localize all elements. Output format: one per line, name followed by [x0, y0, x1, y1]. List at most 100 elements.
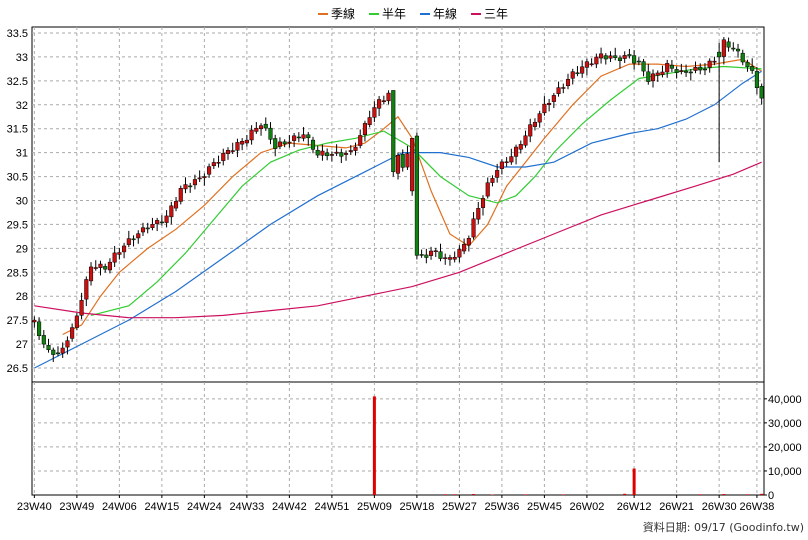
candle-body: [575, 72, 580, 75]
candle-body: [499, 161, 504, 169]
candle-body: [594, 56, 599, 65]
candle-body: [405, 153, 410, 168]
candle-body: [665, 63, 670, 73]
candle-body: [353, 146, 358, 151]
candle-body: [381, 100, 386, 103]
price-tick-label: 31: [16, 148, 28, 160]
x-tick-label: 24W51: [314, 501, 349, 513]
candle-body: [537, 113, 542, 123]
volume-axis-ticks: 0 10,000 20,000 30,000 40,000: [764, 394, 802, 502]
x-tick-label: 26W02: [569, 501, 604, 513]
candle-body: [627, 54, 632, 57]
candle-body: [750, 66, 755, 71]
volume-grid: [32, 382, 764, 495]
candle-body: [377, 99, 382, 109]
candle-body: [358, 135, 363, 146]
candle-body: [471, 218, 476, 238]
candle-body: [268, 127, 273, 140]
candle-body: [457, 249, 462, 258]
candle-body: [551, 95, 556, 102]
candle-body: [721, 39, 726, 57]
candle-body: [636, 60, 641, 63]
x-tick-label: 24W33: [229, 501, 264, 513]
candle-body: [603, 55, 608, 60]
volume-tick-label: 0: [768, 490, 774, 502]
candle-body: [395, 154, 401, 174]
volume-tick-label: 40,000: [768, 394, 802, 406]
candle-body: [192, 179, 197, 186]
candle-body: [254, 127, 259, 132]
candle-body: [400, 153, 405, 168]
volume-bar: [372, 396, 376, 495]
candle-body: [542, 103, 547, 114]
candle-body: [641, 61, 646, 72]
candle-body: [433, 250, 438, 252]
candle-body: [320, 150, 325, 156]
candle-body: [462, 243, 467, 252]
candle-body: [136, 233, 141, 239]
volume-tick-label: 20,000: [768, 442, 802, 454]
candle-body: [532, 121, 538, 127]
candle-body: [131, 238, 136, 241]
candle-body: [570, 71, 575, 79]
price-tick-label: 29.5: [7, 219, 28, 231]
x-axis-labels: 23W40 23W49 24W06 24W15 24W24 24W33 24W42 24W51…: [17, 495, 774, 513]
x-tick-label: 26W30: [702, 501, 737, 513]
candle-body: [632, 55, 637, 64]
candle-body: [731, 47, 736, 50]
price-tick-label: 30.5: [7, 172, 28, 184]
x-tick-label: 24W42: [272, 501, 307, 513]
candle-body: [159, 221, 164, 224]
x-tick-label: 26W12: [617, 501, 652, 513]
candle-body: [702, 68, 708, 71]
price-tick-label: 26.5: [7, 363, 28, 375]
candle-body: [391, 90, 396, 173]
candle-body: [528, 124, 533, 137]
price-tick-label: 31.5: [7, 124, 28, 136]
candle-body: [646, 71, 651, 82]
price-tick-label: 28: [16, 291, 28, 303]
volume-bar: [472, 494, 476, 495]
candle-body: [490, 178, 495, 183]
candle-body: [240, 141, 245, 145]
candle-body: [556, 87, 561, 94]
candle-body: [202, 176, 207, 179]
candle-body: [424, 254, 429, 258]
candlesticks: [32, 37, 764, 362]
candle-body: [107, 261, 112, 271]
price-tick-label: 27: [16, 339, 28, 351]
candle-body: [310, 139, 316, 150]
x-tick-label: 24W24: [187, 501, 222, 513]
price-panel: [31, 26, 765, 383]
candle-body: [329, 154, 334, 156]
candle-body: [122, 245, 127, 253]
candle-body: [315, 149, 320, 156]
candle-body: [565, 78, 571, 87]
candle-body: [759, 86, 764, 99]
candle-body: [650, 73, 656, 82]
x-tick-label: 25W18: [399, 501, 434, 513]
candle-body: [263, 123, 268, 129]
candle-body: [447, 257, 452, 260]
candle-body: [244, 139, 249, 144]
candle-body: [372, 107, 377, 118]
candle-body: [325, 152, 330, 157]
volume-tick-label: 30,000: [768, 418, 802, 430]
candle-body: [561, 87, 566, 89]
candle-body: [74, 315, 79, 328]
candle-body: [103, 266, 108, 270]
candle-body: [173, 201, 179, 209]
candle-body: [679, 70, 684, 72]
candle-body: [452, 256, 457, 260]
candle-body: [98, 263, 103, 268]
candle-body: [207, 166, 212, 175]
price-tick-label: 32: [16, 100, 28, 112]
candle-body: [235, 142, 240, 151]
candle-body: [292, 135, 297, 141]
legend-label: 半年: [382, 7, 406, 21]
candle-body: [37, 321, 42, 336]
price-tick-label: 33: [16, 52, 28, 64]
candle-body: [230, 150, 235, 152]
volume-tick-label: 10,000: [768, 466, 802, 478]
